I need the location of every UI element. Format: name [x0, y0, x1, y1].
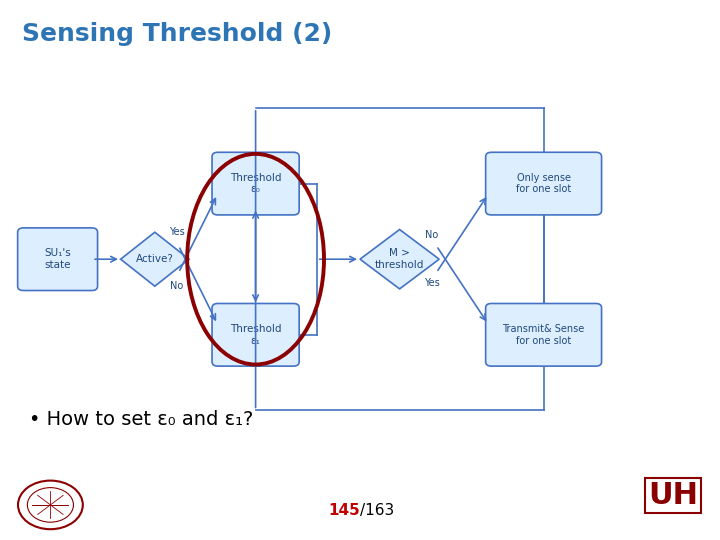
- Polygon shape: [360, 230, 439, 289]
- Text: Threshold
ε₀: Threshold ε₀: [230, 173, 282, 194]
- Text: Transmit& Sense
for one slot: Transmit& Sense for one slot: [503, 324, 585, 346]
- Text: M >
threshold: M > threshold: [375, 248, 424, 270]
- Text: • How to set ε₀ and ε₁?: • How to set ε₀ and ε₁?: [29, 410, 253, 429]
- Text: Yes: Yes: [168, 227, 184, 237]
- Text: Only sense
for one slot: Only sense for one slot: [516, 173, 571, 194]
- Text: SU₁'s
state: SU₁'s state: [44, 248, 71, 270]
- Text: Active?: Active?: [136, 254, 174, 264]
- FancyBboxPatch shape: [212, 303, 300, 366]
- Text: Yes: Yes: [424, 279, 440, 288]
- Text: Threshold
ε₁: Threshold ε₁: [230, 324, 282, 346]
- FancyBboxPatch shape: [485, 303, 601, 366]
- Text: 145: 145: [328, 503, 360, 518]
- Text: /163: /163: [360, 503, 395, 518]
- Text: No: No: [170, 281, 183, 291]
- FancyBboxPatch shape: [212, 152, 300, 215]
- Polygon shape: [121, 232, 189, 286]
- FancyBboxPatch shape: [485, 152, 601, 215]
- Text: No: No: [426, 230, 438, 240]
- Text: Sensing Threshold (2): Sensing Threshold (2): [22, 22, 332, 45]
- Text: UH: UH: [648, 481, 698, 510]
- FancyBboxPatch shape: [17, 228, 98, 291]
